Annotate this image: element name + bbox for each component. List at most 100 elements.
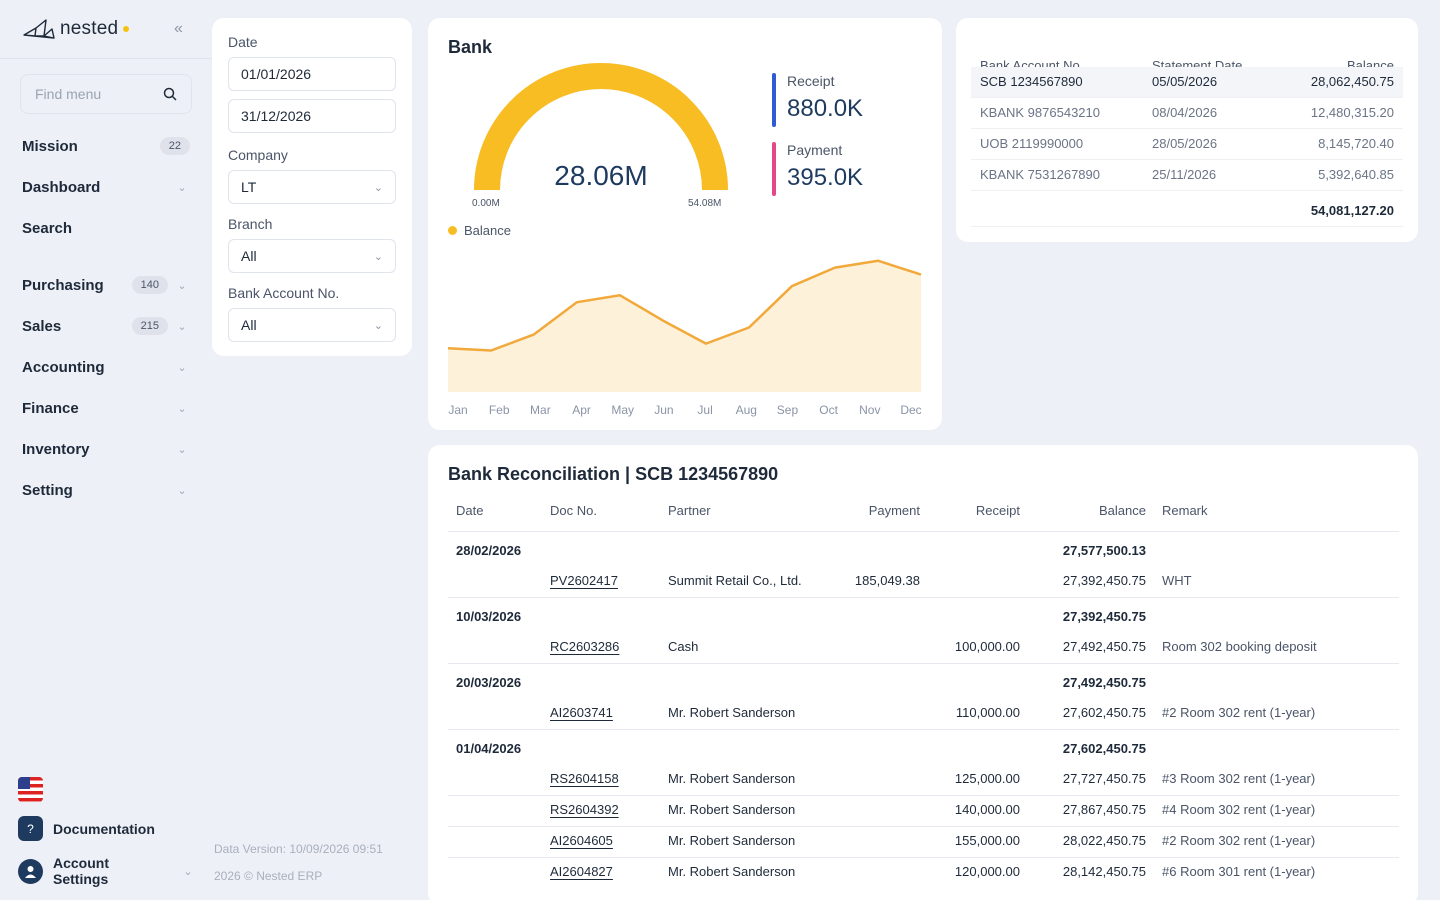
- filter-panel: Date 01/01/2026 31/12/2026 Company LT ⌄ B…: [212, 18, 412, 356]
- x-tick-label: Oct: [819, 403, 838, 417]
- divider: [448, 531, 1399, 532]
- opening-balance: 27,577,500.13: [1062, 543, 1146, 558]
- collapse-sidebar-icon[interactable]: «: [174, 20, 183, 37]
- statement-date: 28/05/2026: [1152, 136, 1218, 151]
- date-to-value: 31/12/2026: [241, 108, 312, 124]
- bank-account-select[interactable]: All ⌄: [228, 308, 396, 342]
- date-label: Date: [228, 34, 258, 50]
- x-tick-label: Jul: [697, 403, 713, 417]
- receipt-label: Receipt: [787, 73, 835, 89]
- sidebar-item-finance[interactable]: Finance ⌄: [22, 397, 190, 419]
- search-icon[interactable]: [163, 87, 177, 101]
- x-tick-label: May: [611, 403, 635, 417]
- row-balance: 27,492,450.75: [1062, 639, 1146, 654]
- sidebar-item-setting[interactable]: Setting ⌄: [22, 479, 190, 501]
- sidebar-item-dashboard[interactable]: Dashboard ⌄: [22, 176, 190, 198]
- account-settings-link[interactable]: Account Settings ⌄: [18, 855, 196, 887]
- chart-legend: Balance: [448, 223, 511, 238]
- sidebar-item-search[interactable]: Search: [22, 217, 190, 239]
- chevron-down-icon: ⌄: [373, 181, 383, 194]
- chevron-down-icon: ⌄: [177, 443, 187, 456]
- doc-link[interactable]: PV2602417: [550, 573, 618, 588]
- sidebar-item-label: Purchasing: [22, 276, 104, 294]
- doc-link[interactable]: RS2604392: [550, 802, 619, 817]
- sidebar-item-mission[interactable]: Mission 22: [22, 135, 190, 157]
- account-balance: 12,480,315.20: [1310, 105, 1394, 120]
- partner: Mr. Robert Sanderson: [668, 771, 796, 786]
- opening-balance: 27,492,450.75: [1062, 675, 1146, 690]
- user-icon: [18, 858, 43, 884]
- sidebar-item-sales[interactable]: Sales 215 ⌄: [22, 315, 190, 337]
- statement-date: 05/05/2026: [1152, 74, 1218, 89]
- partner: Mr. Robert Sanderson: [668, 705, 796, 720]
- brand-logo[interactable]: nested: [22, 16, 130, 42]
- account-balance: 8,145,720.40: [1318, 136, 1394, 151]
- col-header-balance: Balance: [1099, 503, 1146, 518]
- balance-area-chart: [448, 259, 922, 392]
- date-to-field[interactable]: 31/12/2026: [228, 99, 396, 133]
- x-tick-label: Feb: [488, 403, 510, 417]
- sidebar-item-label: Finance: [22, 399, 79, 417]
- x-tick-label: Nov: [859, 403, 881, 417]
- account-row[interactable]: KBANK 7531267890 25/11/2026 5,392,640.85: [971, 160, 1403, 191]
- branch-select[interactable]: All ⌄: [228, 239, 396, 273]
- divider: [971, 226, 1403, 227]
- copyright: 2026 © Nested ERP: [214, 869, 323, 883]
- doc-link[interactable]: RS2604158: [550, 771, 619, 786]
- account-row[interactable]: UOB 2119990000 28/05/2026 8,145,720.40: [971, 129, 1403, 160]
- series-line: [448, 259, 922, 352]
- receipt-kpi: Receipt 880.0K: [772, 73, 912, 127]
- account-row[interactable]: SCB 1234567890 05/05/2026 28,062,450.75: [971, 67, 1403, 98]
- payment-bar: [772, 142, 776, 196]
- account-row[interactable]: KBANK 9876543210 08/04/2026 12,480,315.2…: [971, 98, 1403, 129]
- payment-amount: 185,049.38: [854, 573, 920, 588]
- x-tick-label: Sep: [776, 403, 799, 417]
- remark: #2 Room 302 rent (1-year): [1162, 705, 1316, 720]
- divider: [0, 58, 212, 59]
- divider: [448, 663, 1399, 664]
- sidebar: nested « Mission 22 Dashboard ⌄ Search P…: [0, 0, 212, 900]
- divider: [448, 795, 1399, 796]
- sidebar-item-label: Inventory: [22, 440, 90, 458]
- row-balance: 27,392,450.75: [1062, 573, 1146, 588]
- menu-search-input[interactable]: [35, 86, 163, 102]
- accounts-total: 54,081,127.20: [1310, 203, 1394, 218]
- group-date: 20/03/2026: [456, 675, 522, 690]
- doc-link[interactable]: RC2603286: [550, 639, 620, 654]
- us-flag-icon[interactable]: [18, 777, 43, 802]
- balance-gauge: [474, 63, 728, 191]
- sidebar-item-inventory[interactable]: Inventory ⌄: [22, 438, 190, 460]
- row-balance: 28,142,450.75: [1062, 864, 1146, 879]
- x-tick-label: Mar: [530, 403, 551, 417]
- sidebar-item-accounting[interactable]: Accounting ⌄: [22, 356, 190, 378]
- opening-balance: 27,602,450.75: [1062, 741, 1146, 756]
- documentation-link[interactable]: ? Documentation: [18, 816, 155, 841]
- company-label: Company: [228, 147, 288, 163]
- company-select[interactable]: LT ⌄: [228, 170, 396, 204]
- date-from-value: 01/01/2026: [241, 66, 312, 82]
- doc-link[interactable]: AI2604827: [550, 864, 613, 879]
- partner: Mr. Robert Sanderson: [668, 833, 796, 848]
- remark: Room 302 booking deposit: [1162, 639, 1317, 654]
- origami-bird-icon: [23, 19, 55, 39]
- statement-date: 25/11/2026: [1152, 167, 1217, 182]
- bank-accounts-card: Bank Account No. Statement Date Balance …: [956, 18, 1418, 242]
- data-version: Data Version: 10/09/2026 09:51: [214, 842, 383, 856]
- bank-account-label: Bank Account No.: [228, 285, 340, 301]
- account-balance: 5,392,640.85: [1318, 167, 1394, 182]
- bank-reconciliation-card: [428, 445, 1418, 900]
- row-balance: 27,727,450.75: [1062, 771, 1146, 786]
- account-no: SCB 1234567890: [980, 74, 1083, 89]
- account-no: KBANK 9876543210: [980, 105, 1100, 120]
- brand-dot: [123, 26, 130, 32]
- menu-search-box[interactable]: [20, 74, 192, 114]
- col-header-doc-no: Doc No.: [550, 503, 597, 518]
- receipt-amount: 110,000.00: [955, 705, 1020, 720]
- row-balance: 27,602,450.75: [1062, 705, 1146, 720]
- remark: #6 Room 301 rent (1-year): [1162, 864, 1316, 879]
- date-from-field[interactable]: 01/01/2026: [228, 57, 396, 91]
- doc-link[interactable]: AI2604605: [550, 833, 613, 848]
- sidebar-item-purchasing[interactable]: Purchasing 140 ⌄: [22, 274, 190, 296]
- doc-link[interactable]: AI2603741: [550, 705, 613, 720]
- receipt-bar: [772, 73, 776, 127]
